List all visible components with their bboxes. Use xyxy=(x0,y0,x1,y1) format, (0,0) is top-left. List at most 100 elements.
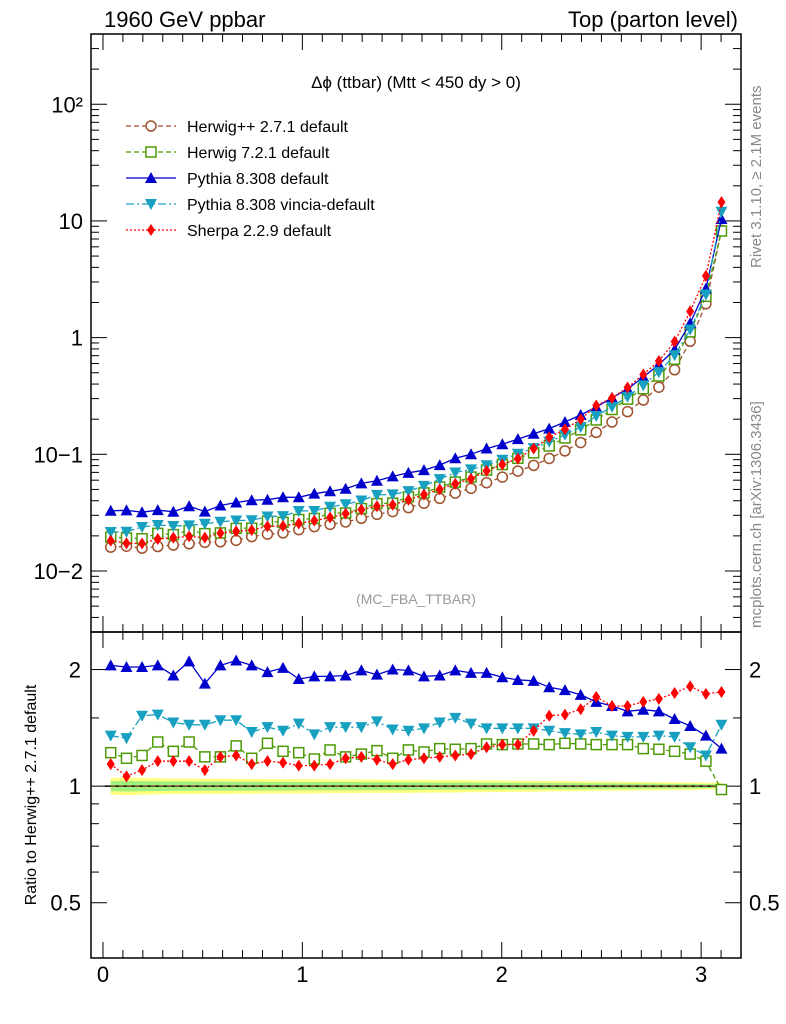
ratio-point-2-8 xyxy=(230,654,243,666)
ratio-point-3-21 xyxy=(433,717,446,729)
header-left: 1960 GeV ppbar xyxy=(104,7,266,32)
legend-marker-0 xyxy=(145,120,157,132)
ratio-point-4-10 xyxy=(263,755,272,768)
main-point-4-35 xyxy=(654,355,663,368)
main-point-4-12 xyxy=(294,517,303,530)
legend-marker-3 xyxy=(145,199,157,210)
main-point-4-20 xyxy=(419,488,428,501)
ratio-point-2-3 xyxy=(151,659,164,671)
ratio-point-4-22 xyxy=(451,749,460,762)
main-point-2-22 xyxy=(449,452,462,464)
main-point-2-26 xyxy=(511,433,524,445)
main-point-2-21 xyxy=(433,459,446,471)
ratio-point-3-39 xyxy=(715,719,728,731)
ratio-plot: 0.5 0.5 1 1 2 2 0 1 2 3 Ratio to Herwig++ 2.7.1 de… xyxy=(23,631,780,987)
main-point-3-32 xyxy=(605,401,618,413)
main-point-3-34 xyxy=(637,380,650,392)
ratio-point-4-19 xyxy=(404,753,413,766)
ratio-point-2-15 xyxy=(339,669,352,681)
main-ytick-label-4: 10² xyxy=(51,92,83,117)
main-point-0-28 xyxy=(543,452,555,465)
ratio-point-2-6 xyxy=(198,677,211,689)
main-point-4-13 xyxy=(310,514,319,527)
main-point-4-27 xyxy=(529,442,538,455)
ratio-xtick-label-3: 3 xyxy=(695,962,707,987)
ratio-point-2-24 xyxy=(480,666,493,678)
ratio-point-1-31 xyxy=(590,738,602,751)
ratio-point-4-28 xyxy=(545,709,554,722)
ratio-point-1-14 xyxy=(324,744,336,756)
main-point-3-9 xyxy=(245,515,258,527)
main-point-3-19 xyxy=(402,486,415,498)
main-point-3-0 xyxy=(104,526,117,538)
legend-label-1: Herwig 7.2.1 default xyxy=(187,145,330,162)
main-point-3-22 xyxy=(449,467,462,479)
ratio-point-4-13 xyxy=(310,759,319,772)
main-point-2-1 xyxy=(120,504,133,516)
ratio-point-3-22 xyxy=(449,712,462,724)
main-point-3-17 xyxy=(370,489,383,501)
main-point-1-39 xyxy=(715,225,728,237)
main-point-3-3 xyxy=(151,519,164,531)
main-point-4-36 xyxy=(670,335,679,348)
ratio-point-3-7 xyxy=(214,715,227,727)
main-point-4-10 xyxy=(263,520,272,533)
main-point-3-14 xyxy=(324,501,337,513)
ratio-point-4-32 xyxy=(607,700,616,713)
main-point-4-8 xyxy=(232,525,241,538)
ratio-xtick-label-2: 2 xyxy=(496,962,508,987)
ratio-point-4-29 xyxy=(560,708,569,721)
ratio-point-4-38 xyxy=(701,687,710,700)
ratio-ytick-label-2: 2 xyxy=(69,658,81,683)
ratio-point-3-33 xyxy=(621,731,634,743)
main-line-1 xyxy=(110,230,723,540)
main-point-2-0 xyxy=(104,504,117,516)
main-plot: 10−2 10−1 1 10 10² Δϕ (ttbar) (Mtt < 450 dy >… xyxy=(33,33,742,633)
main-point-3-1 xyxy=(120,526,133,538)
ratio-point-2-39 xyxy=(715,742,728,754)
ratio-point-2-30 xyxy=(574,688,587,700)
main-point-4-34 xyxy=(639,368,648,381)
ratio-point-1-8 xyxy=(230,740,242,752)
ratio-point-2-25 xyxy=(496,671,509,683)
ratio-point-3-15 xyxy=(339,722,352,734)
ratio-point-4-24 xyxy=(482,741,491,754)
main-point-0-26 xyxy=(512,465,524,477)
main-point-3-20 xyxy=(417,480,430,492)
ratio-point-3-12 xyxy=(292,718,305,730)
ratio-point-3-38 xyxy=(699,750,712,762)
main-point-4-16 xyxy=(357,503,366,516)
ratio-point-3-11 xyxy=(277,725,290,737)
ratio-point-2-5 xyxy=(183,655,196,667)
main-point-2-12 xyxy=(292,491,305,503)
ratio-point-3-30 xyxy=(574,729,587,741)
ratio-point-2-27 xyxy=(527,674,540,686)
main-point-3-35 xyxy=(652,367,665,379)
ratio-point-3-14 xyxy=(324,722,337,734)
ratio-point-4-39 xyxy=(717,685,726,698)
main-point-3-18 xyxy=(386,489,399,501)
main-point-4-9 xyxy=(247,524,256,537)
main-point-3-13 xyxy=(308,505,321,517)
main-point-2-11 xyxy=(277,491,290,503)
main-point-4-18 xyxy=(388,498,397,511)
ratio-point-2-37 xyxy=(684,719,697,731)
main-point-2-39 xyxy=(715,212,728,224)
main-ytick-label-3: 10 xyxy=(59,209,83,234)
ratio-point-1-30 xyxy=(574,738,587,750)
main-point-2-13 xyxy=(308,487,321,499)
main-point-3-29 xyxy=(558,429,571,441)
ratio-point-3-28 xyxy=(543,725,556,737)
ratio-ytick-label-0: 0.5 xyxy=(50,891,81,916)
main-point-2-5 xyxy=(183,500,196,512)
ratio-point-4-33 xyxy=(623,700,632,713)
ratio-point-1-2 xyxy=(136,749,148,762)
main-line-3 xyxy=(110,211,723,533)
ratio-point-2-36 xyxy=(668,713,681,725)
ratio-point-3-13 xyxy=(308,729,321,741)
ratio-point-3-17 xyxy=(370,716,383,728)
ratio-ytick-label-right-0: 0.5 xyxy=(749,891,780,916)
ratio-point-2-4 xyxy=(167,669,180,681)
ratio-line-2 xyxy=(110,659,722,750)
main-point-0-30 xyxy=(574,436,587,449)
